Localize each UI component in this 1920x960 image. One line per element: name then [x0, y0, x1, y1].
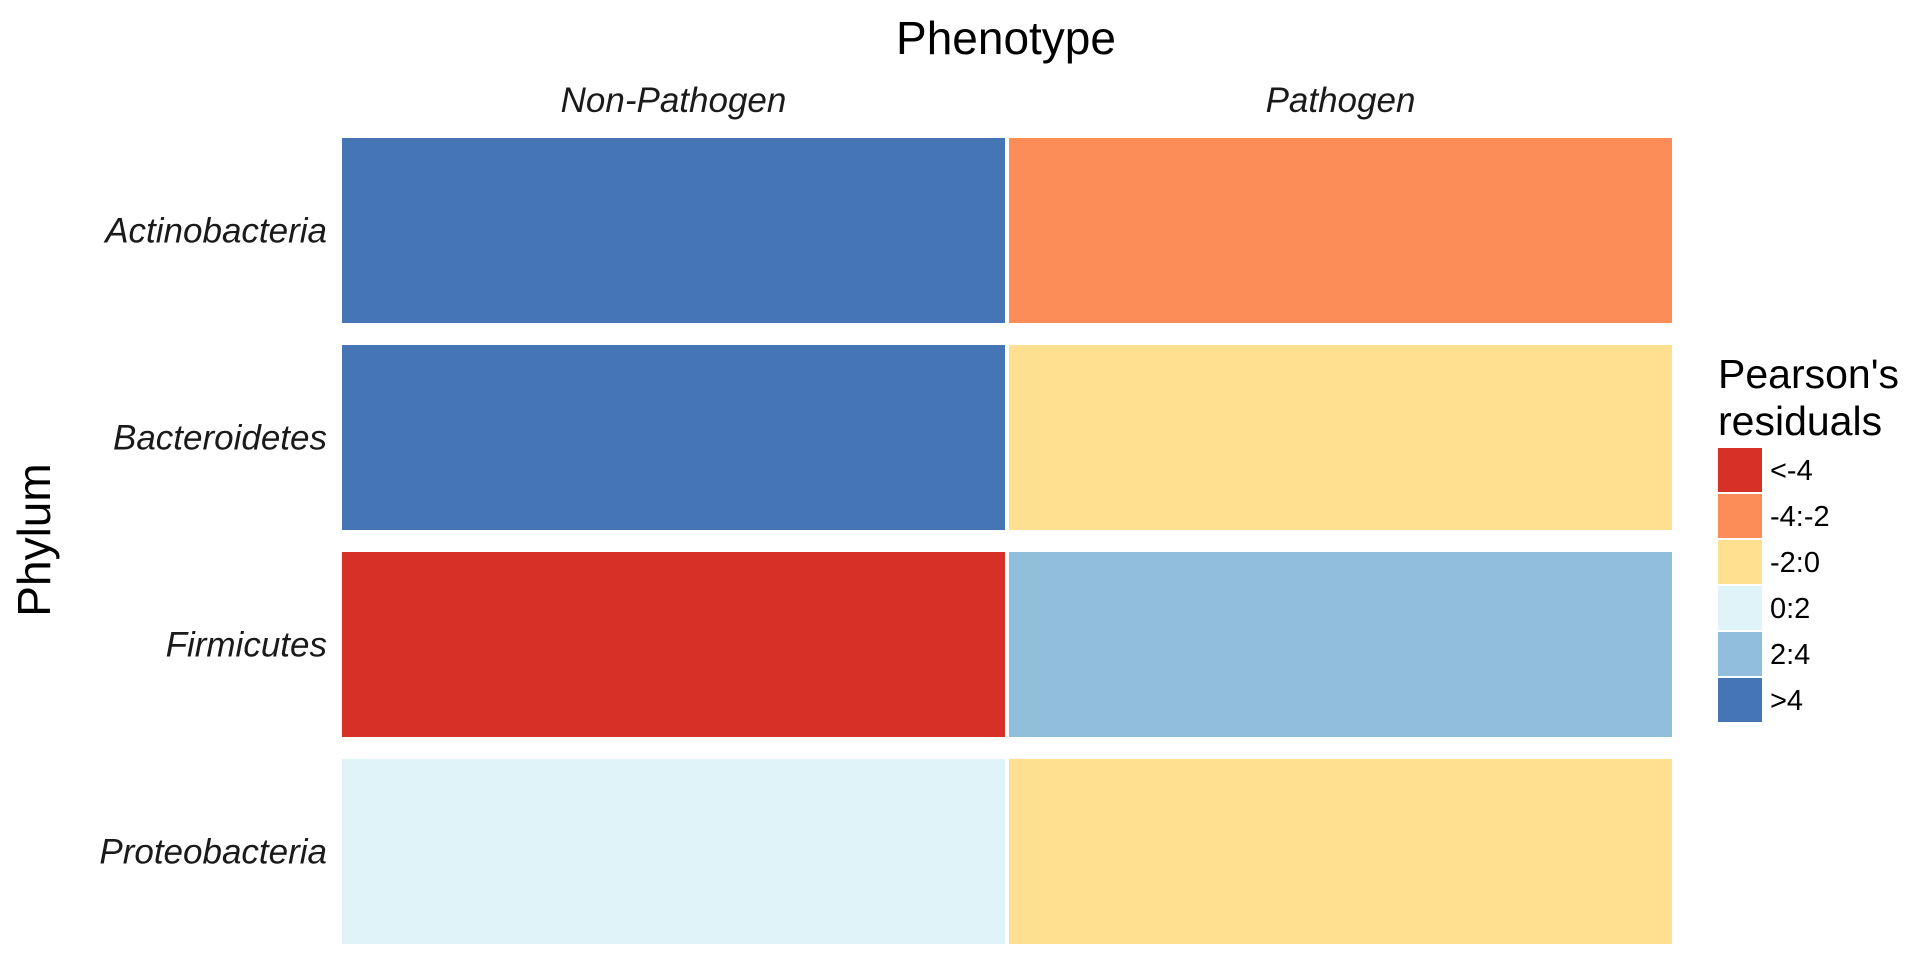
heatmap-cell-bacteroidetes-non-pathogen	[342, 345, 1005, 530]
heatmap-cell-proteobacteria-non-pathogen	[342, 759, 1005, 944]
legend-swatch-3	[1718, 540, 1762, 584]
legend-label-2: -4:-2	[1770, 501, 1830, 533]
row-label-firmicutes: Firmicutes	[166, 626, 327, 665]
column-label-non-pathogen: Non-Pathogen	[561, 81, 787, 120]
heatmap-cell-actinobacteria-pathogen	[1009, 138, 1672, 323]
legend-title-line-2: residuals	[1718, 398, 1882, 444]
row-label-proteobacteria: Proteobacteria	[99, 833, 327, 872]
row-label-actinobacteria: Actinobacteria	[103, 212, 327, 251]
legend-swatch-2	[1718, 494, 1762, 538]
column-labels: Non-Pathogen Pathogen	[561, 81, 1416, 120]
legend-label-3: -2:0	[1770, 547, 1820, 579]
heatmap-cell-bacteroidetes-pathogen	[1009, 345, 1672, 530]
row-label-bacteroidetes: Bacteroidetes	[113, 419, 327, 458]
heatmap-cell-firmicutes-pathogen	[1009, 552, 1672, 737]
legend-swatch-4	[1718, 586, 1762, 630]
heatmap-cell-firmicutes-non-pathogen	[342, 552, 1005, 737]
heatmap-cell-proteobacteria-pathogen	[1009, 759, 1672, 944]
legend-swatch-1	[1718, 448, 1762, 492]
heatmap-cells	[342, 138, 1672, 944]
x-axis-title: Phenotype	[896, 12, 1116, 64]
y-axis-title: Phylum	[8, 463, 60, 616]
heatmap-cell-actinobacteria-non-pathogen	[342, 138, 1005, 323]
row-labels: Actinobacteria Bacteroidetes Firmicutes Pro…	[99, 212, 327, 872]
legend-swatch-6	[1718, 678, 1762, 722]
legend-label-5: 2:4	[1770, 639, 1810, 671]
legend-label-4: 0:2	[1770, 593, 1810, 625]
legend-label-1: <-4	[1770, 455, 1813, 487]
legend-title-line-1: Pearson's	[1718, 351, 1899, 397]
legend-swatch-5	[1718, 632, 1762, 676]
column-label-pathogen: Pathogen	[1266, 81, 1416, 120]
legend-label-6: >4	[1770, 685, 1803, 717]
